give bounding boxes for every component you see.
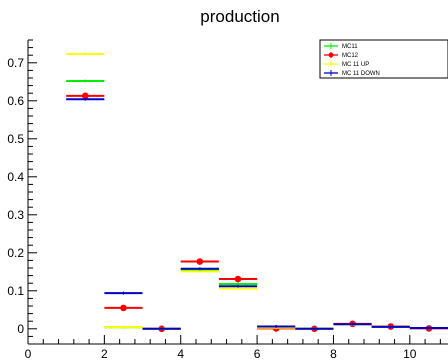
y-tick-label: 0.4 bbox=[7, 170, 24, 184]
series-mc-11-down bbox=[66, 97, 448, 331]
legend-label: MC 11 UP bbox=[342, 62, 369, 68]
y-tick-label: 0 bbox=[17, 322, 24, 336]
legend-label: MC12 bbox=[342, 53, 359, 59]
legend-label: MC11 bbox=[342, 44, 358, 50]
y-tick-label: 0.1 bbox=[7, 284, 24, 298]
x-tick-label: 2 bbox=[101, 347, 108, 360]
legend: MC11 MC12 MC 11 UP MC 11 DOWN bbox=[319, 39, 448, 79]
y-tick-label: 0.6 bbox=[7, 94, 24, 108]
x-tick-label: 4 bbox=[177, 347, 184, 360]
legend-box bbox=[319, 39, 448, 79]
y-tick-label: 0.2 bbox=[7, 246, 24, 260]
series-mc-11-up bbox=[66, 52, 448, 331]
axes: 0 0.1 0.2 0.3 0.4 0.5 0.6 0.7 0 2 4 6 8 10 bbox=[7, 39, 448, 360]
data-point bbox=[81, 92, 89, 100]
data-point bbox=[234, 275, 242, 283]
x-tick-label: 6 bbox=[254, 347, 261, 360]
legend-marker bbox=[328, 52, 334, 58]
legend-label: MC 11 DOWN bbox=[342, 71, 380, 77]
data-point bbox=[196, 258, 204, 265]
chart-title: production bbox=[200, 7, 279, 26]
y-tick-label: 0.5 bbox=[7, 132, 24, 146]
x-tick-label: 10 bbox=[403, 347, 417, 360]
y-tick-label: 0.3 bbox=[7, 208, 24, 222]
series-mc12 bbox=[66, 92, 448, 333]
series-layer bbox=[66, 52, 448, 333]
x-tick-label: 8 bbox=[330, 347, 337, 360]
y-tick-label: 0.7 bbox=[7, 56, 24, 70]
data-point bbox=[120, 304, 127, 312]
x-tick-label: 0 bbox=[25, 347, 32, 360]
